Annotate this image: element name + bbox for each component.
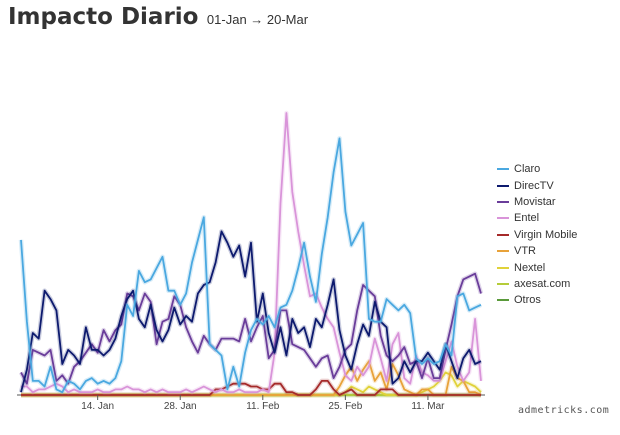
x-tick-label: 11. Mar: [411, 401, 445, 412]
legend-label: DirecTV: [514, 179, 554, 192]
legend-item[interactable]: Otros: [497, 292, 577, 308]
legend-item[interactable]: Nextel: [497, 259, 577, 275]
legend-item[interactable]: Virgin Mobile: [497, 227, 577, 243]
legend-swatch: [497, 266, 509, 269]
series-line-2[interactable]: [20, 272, 482, 385]
legend-swatch: [497, 200, 509, 203]
legend-label: axesat.com: [514, 277, 571, 290]
legend-label: Entel: [514, 212, 540, 225]
legend-label: VTR: [514, 245, 536, 258]
legend-swatch: [497, 217, 509, 220]
chart-title-row: Impacto Diario 01-Jan → 20-Mar: [8, 4, 308, 30]
x-tick-label: 28. Jan: [164, 401, 197, 412]
series-line-0[interactable]: [20, 137, 482, 394]
legend-swatch: [497, 184, 509, 187]
x-tick-label: 25. Feb: [328, 401, 362, 412]
legend-item[interactable]: DirecTV: [497, 177, 577, 193]
legend-item[interactable]: VTR: [497, 243, 577, 259]
legend-swatch: [497, 168, 509, 171]
legend-label: Nextel: [514, 261, 546, 274]
legend-item[interactable]: Entel: [497, 210, 577, 226]
legend-swatch: [497, 233, 509, 236]
date-range-subtitle: 01-Jan → 20-Mar: [206, 12, 309, 27]
x-tick-label: 11. Feb: [246, 401, 280, 412]
legend-swatch: [497, 282, 509, 285]
legend-label: Movistar: [514, 195, 556, 208]
legend-item[interactable]: Movistar: [497, 194, 577, 210]
legend-item[interactable]: Claro: [497, 161, 577, 177]
legend-label: Virgin Mobile: [514, 228, 578, 241]
x-tick-label: 14. Jan: [81, 401, 114, 412]
legend-swatch: [497, 250, 509, 253]
series-line-3[interactable]: [21, 112, 482, 394]
legend-swatch: [497, 299, 509, 302]
chart-title: Impacto Diario: [8, 4, 199, 30]
chart-legend: Claro DirecTV Movistar Entel Virgin Mobile VT…: [497, 161, 577, 309]
legend-item[interactable]: axesat.com: [497, 276, 577, 292]
legend-label: Claro: [514, 163, 541, 176]
series-line-1[interactable]: [20, 230, 482, 393]
credit-text: admetricks.com: [518, 405, 610, 416]
legend-label: Otros: [514, 294, 541, 307]
